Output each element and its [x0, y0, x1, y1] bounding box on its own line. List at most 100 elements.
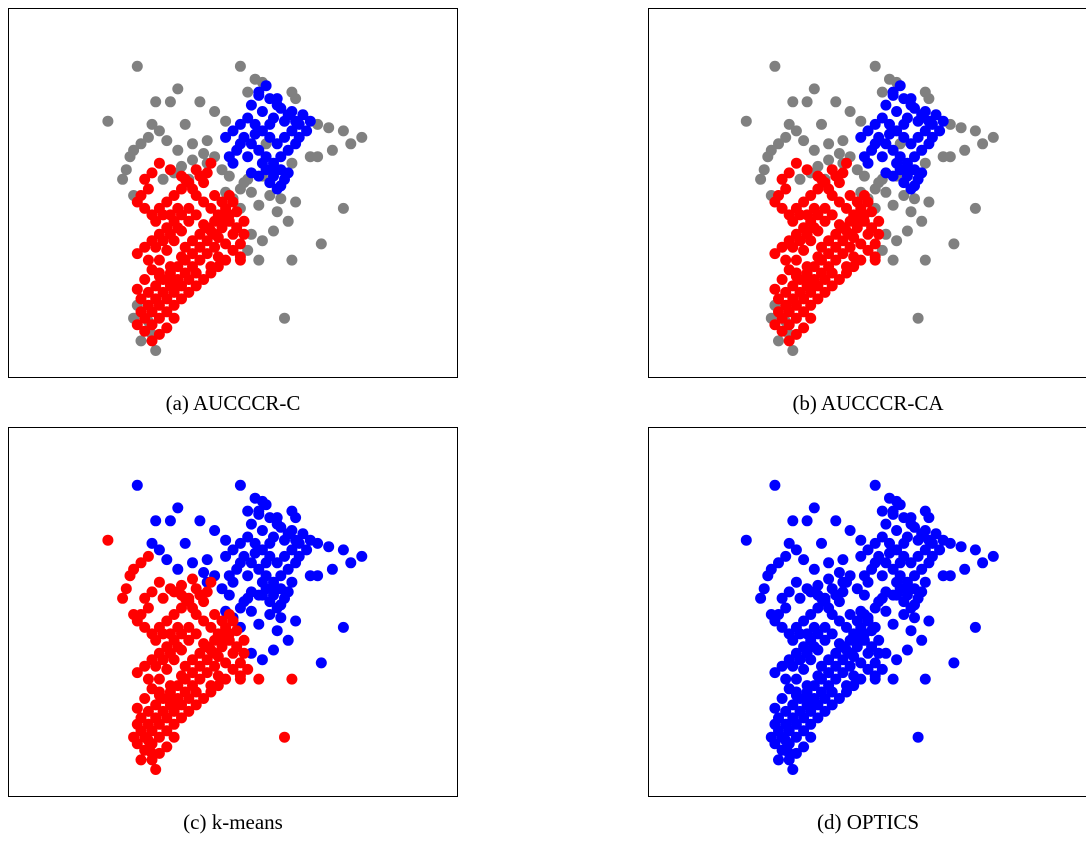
noise-point — [901, 225, 913, 237]
noise-point — [142, 131, 154, 143]
blue-cluster-point — [916, 563, 928, 575]
blue-cluster-point — [851, 628, 863, 640]
noise-point — [773, 138, 784, 150]
noise-point — [830, 96, 842, 108]
blue-cluster-point — [869, 138, 881, 150]
red-cluster-point — [190, 209, 202, 221]
red-cluster-point — [833, 196, 845, 208]
blue-cluster-point — [769, 702, 781, 714]
red-cluster-point — [205, 621, 217, 633]
blue-cluster-point — [297, 528, 309, 540]
blue-cluster-point — [150, 515, 162, 527]
blue-cluster-point — [887, 144, 899, 156]
blue-cluster-point — [323, 541, 335, 553]
red-cluster-point — [783, 319, 795, 331]
blue-cluster-point — [862, 125, 874, 137]
red-cluster-point — [172, 699, 184, 711]
red-cluster-point — [823, 183, 835, 195]
blue-cluster-point — [855, 657, 867, 669]
blue-cluster-point — [873, 647, 885, 659]
red-cluster-point — [176, 579, 187, 591]
blue-cluster-point — [934, 125, 946, 137]
noise-point — [315, 238, 327, 250]
red-cluster-point — [135, 754, 147, 766]
blue-cluster-point — [812, 712, 824, 724]
red-cluster-point — [780, 254, 792, 266]
blue-cluster-point — [919, 106, 931, 117]
red-cluster-point — [841, 157, 852, 169]
red-cluster-point — [198, 615, 210, 627]
blue-cluster-point — [787, 660, 799, 672]
noise-point — [172, 144, 184, 156]
noise-point — [787, 345, 799, 356]
noise-point — [969, 202, 981, 214]
red-cluster-point — [209, 215, 221, 227]
blue-cluster-point — [260, 80, 272, 92]
red-cluster-point — [776, 202, 788, 214]
red-cluster-point — [823, 248, 835, 260]
red-cluster-point — [201, 654, 213, 666]
blue-cluster-point — [776, 660, 788, 672]
red-cluster-point — [844, 241, 856, 253]
red-cluster-point — [790, 157, 802, 169]
noise-point — [755, 173, 767, 185]
blue-cluster-point — [819, 693, 831, 704]
red-cluster-point — [205, 680, 217, 692]
red-cluster-point — [844, 190, 856, 201]
blue-cluster-point — [256, 654, 268, 666]
blue-cluster-point — [869, 657, 881, 669]
blue-cluster-point — [304, 534, 316, 546]
red-cluster-point — [131, 738, 143, 750]
blue-cluster-point — [326, 563, 338, 575]
blue-cluster-point — [948, 657, 960, 669]
red-cluster-point — [139, 731, 151, 743]
blue-cluster-point — [869, 673, 881, 685]
blue-cluster-point — [816, 537, 827, 549]
red-cluster-point — [168, 299, 180, 311]
red-cluster-point — [231, 222, 243, 234]
red-cluster-point — [837, 222, 849, 234]
red-cluster-point — [837, 235, 849, 247]
blue-cluster-point — [909, 151, 920, 163]
red-cluster-point — [153, 267, 165, 279]
blue-cluster-point — [816, 660, 827, 672]
blue-cluster-point — [268, 644, 279, 656]
blue-cluster-point — [301, 125, 313, 137]
blue-cluster-point — [837, 654, 849, 666]
noise-point — [279, 312, 290, 324]
noise-point — [275, 193, 287, 205]
blue-cluster-point — [223, 570, 235, 582]
blue-cluster-point — [830, 515, 842, 527]
red-cluster-point — [253, 673, 265, 685]
red-cluster-point — [164, 274, 176, 285]
blue-cluster-point — [808, 699, 820, 711]
blue-cluster-point — [812, 602, 824, 614]
blue-cluster-point — [301, 544, 313, 556]
red-cluster-point — [819, 215, 831, 227]
noise-point — [271, 206, 283, 218]
blue-cluster-point — [798, 554, 810, 566]
blue-cluster-point — [282, 586, 294, 598]
noise-point — [740, 115, 752, 127]
red-cluster-point — [168, 718, 180, 730]
red-cluster-point — [146, 335, 158, 347]
blue-cluster-point — [223, 151, 235, 163]
blue-cluster-point — [783, 586, 795, 598]
blue-cluster-point — [798, 615, 810, 627]
noise-point — [120, 164, 132, 176]
blue-cluster-point — [887, 618, 899, 630]
blue-cluster-point — [851, 615, 863, 627]
blue-cluster-point — [220, 550, 232, 562]
blue-cluster-point — [769, 615, 781, 627]
scatter-plot-c — [8, 427, 458, 797]
blue-cluster-point — [293, 537, 305, 549]
noise-point — [762, 151, 774, 163]
red-cluster-point — [183, 634, 195, 646]
red-cluster-point — [194, 647, 206, 659]
blue-cluster-point — [290, 512, 302, 524]
red-cluster-point — [176, 712, 187, 724]
noise-point — [833, 148, 845, 159]
red-cluster-point — [844, 215, 856, 227]
noise-point — [172, 83, 184, 95]
blue-cluster-point — [826, 628, 838, 640]
